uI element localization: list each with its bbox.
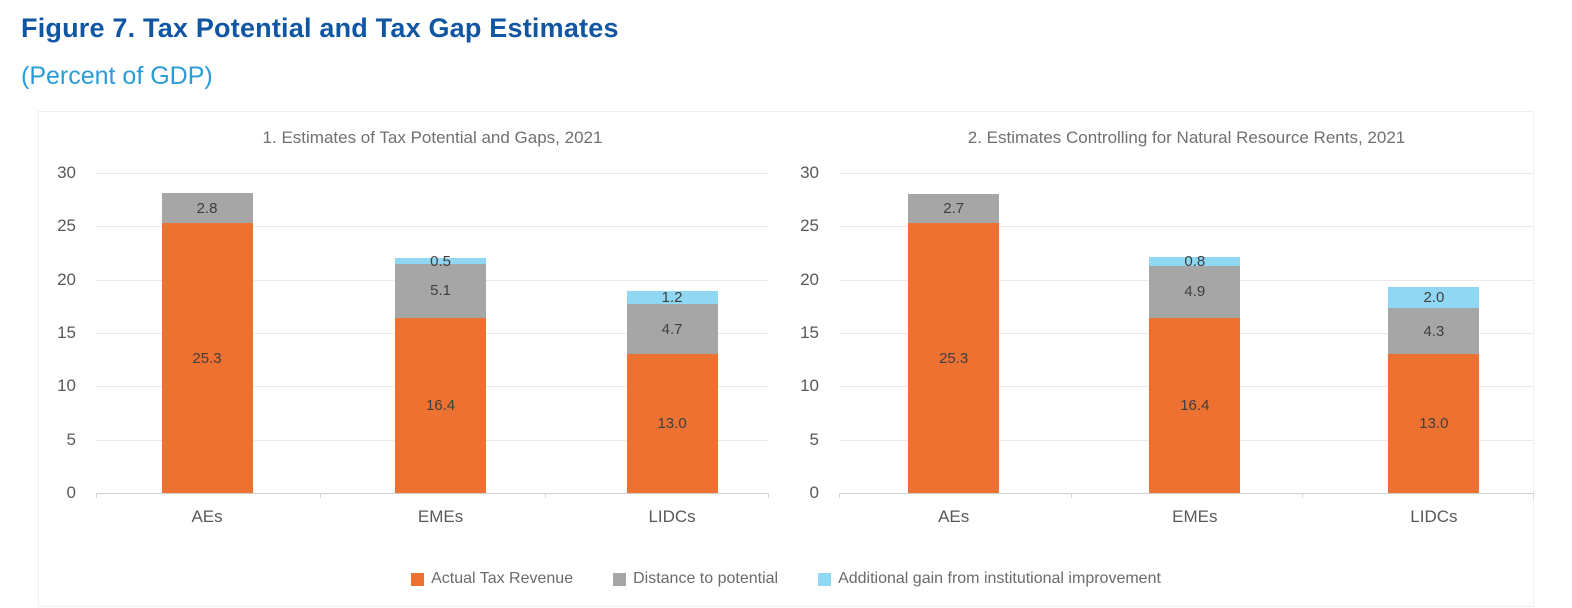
y-tick-label: 20 <box>57 269 76 289</box>
y-tick-label: 25 <box>800 216 819 236</box>
bar-segment: 5.1 <box>395 263 487 319</box>
bar-segment: 13.0 <box>626 354 718 493</box>
chart-natural-resource-rents: 2. Estimates Controlling for Natural Res… <box>800 112 1534 606</box>
legend-swatch-icon <box>818 572 832 586</box>
legend-label: Additional gain from institutional impro… <box>838 570 1161 587</box>
legend-label: Distance to potential <box>633 570 779 587</box>
segment-value-label: 4.3 <box>1423 322 1445 340</box>
y-tick-label: 30 <box>800 163 819 182</box>
y-tick-label: 30 <box>57 163 76 182</box>
chart-title: 2. Estimates Controlling for Natural Res… <box>967 128 1406 147</box>
x-axis-baseline <box>839 493 1534 494</box>
segment-value-label: 2.7 <box>943 200 965 218</box>
bar-segment: 4.7 <box>626 304 718 355</box>
chart-tax-potential-gaps: 1. Estimates of Tax Potential and Gaps, … <box>57 112 769 606</box>
y-tick-label: 10 <box>57 376 76 396</box>
bar-segment: 16.4 <box>395 318 487 493</box>
x-axis-label: EMEs <box>417 507 464 526</box>
y-tick-label: 5 <box>66 429 76 449</box>
x-axis-baseline <box>96 493 769 494</box>
bar-segment: 4.3 <box>1388 308 1480 355</box>
legend-item: Actual Tax Revenue <box>411 570 573 588</box>
segment-value-label: 16.4 <box>425 397 456 415</box>
y-tick-label: 10 <box>800 376 819 396</box>
x-axis-label: LIDCs <box>648 507 696 526</box>
segment-value-label: 25.3 <box>192 349 222 367</box>
y-tick-label: 15 <box>57 323 76 342</box>
segment-value-label: 4.7 <box>661 320 683 338</box>
legend-label: Actual Tax Revenue <box>431 570 574 587</box>
y-tick-label: 15 <box>800 323 819 342</box>
figure-panel: 1. Estimates of Tax Potential and Gaps, … <box>38 111 1534 607</box>
y-tick-label: 0 <box>66 483 76 502</box>
x-axis-tick <box>768 493 769 498</box>
x-axis-tick <box>839 493 840 498</box>
bar-segment: 1.2 <box>626 289 718 307</box>
gridline <box>96 173 769 174</box>
segment-value-label: 1.2 <box>661 289 683 307</box>
gridline <box>96 226 769 228</box>
figure-title: Figure 7. Tax Potential and Tax Gap Esti… <box>21 13 619 43</box>
bar-segment: 16.4 <box>1149 318 1241 493</box>
segment-value-label: 2.8 <box>196 199 218 217</box>
x-axis-label: AEs <box>191 507 223 526</box>
segment-value-label: 0.8 <box>1184 253 1206 271</box>
legend-swatch-icon <box>411 572 425 586</box>
segment-value-label: 0.5 <box>430 252 451 270</box>
x-axis-label: LIDCs <box>1410 507 1458 526</box>
figure-subtitle: (Percent of GDP) <box>21 62 213 90</box>
legend-item: Additional gain from institutional impro… <box>818 570 1161 588</box>
segment-value-label: 16.4 <box>1180 397 1210 415</box>
bar-segment: 25.3 <box>161 223 253 493</box>
bar-segment: 2.7 <box>908 194 1000 224</box>
chart-legend: Actual Tax Revenue Distance to potential A… <box>39 570 1533 588</box>
x-axis-label: AEs <box>938 507 970 526</box>
bar-segment: 0.5 <box>395 254 487 269</box>
segment-value-label: 5.1 <box>430 282 451 300</box>
bar-segment: 2.8 <box>161 193 253 224</box>
x-axis-tick <box>1533 493 1534 498</box>
x-axis-tick <box>544 493 546 498</box>
y-tick-label: 20 <box>800 269 819 289</box>
segment-value-label: 13.0 <box>1419 415 1449 433</box>
x-axis-tick <box>1070 493 1072 498</box>
y-tick-label: 25 <box>57 216 76 236</box>
bar-segment: 4.9 <box>1149 265 1241 319</box>
segment-value-label: 13.0 <box>657 415 687 433</box>
y-tick-label: 5 <box>809 429 819 449</box>
y-tick-label: 0 <box>809 483 819 502</box>
bar-segment: 2.0 <box>1388 287 1480 309</box>
bar-segment: 25.3 <box>908 223 1000 493</box>
x-axis-tick <box>96 493 97 498</box>
segment-value-label: 4.9 <box>1184 283 1206 301</box>
x-axis-label: EMEs <box>1172 507 1218 526</box>
bar-segment: 13.0 <box>1388 354 1480 493</box>
segment-value-label: 25.3 <box>939 349 969 367</box>
x-axis-tick <box>320 493 322 498</box>
gridline <box>839 173 1534 174</box>
x-axis-tick <box>1302 493 1304 498</box>
legend-item: Distance to potential <box>613 570 778 588</box>
gridline <box>839 226 1534 228</box>
segment-value-label: 2.0 <box>1423 289 1445 307</box>
chart-title: 1. Estimates of Tax Potential and Gaps, … <box>262 128 603 147</box>
bar-segment: 0.8 <box>1149 253 1241 271</box>
legend-swatch-icon <box>613 572 627 586</box>
